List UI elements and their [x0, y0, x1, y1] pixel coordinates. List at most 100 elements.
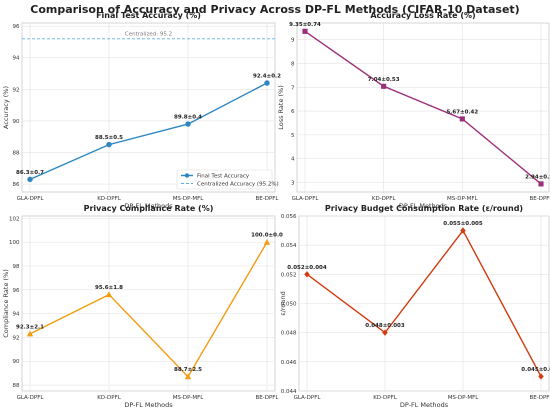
reference-line-label: Centralized: 95.2 [125, 31, 172, 37]
y-tick-label: 0.048 [281, 331, 297, 337]
x-tick-label: GLA-DPFL [292, 196, 320, 202]
data-point [26, 330, 34, 337]
panel-title: Privacy Budget Consumption Rate (ε/round… [325, 204, 523, 213]
y-tick-label: 94 [13, 312, 20, 318]
x-tick-label: KD-DPFL [372, 196, 397, 202]
data-point [538, 373, 544, 380]
x-tick-label: GLA-DPFL [294, 395, 322, 401]
data-label: 9.35±0.74 [289, 22, 321, 28]
data-label: 88.5±0.5 [95, 135, 123, 141]
y-tick-label: 88 [13, 151, 20, 157]
data-point [538, 181, 544, 187]
legend: Final Test Accuracy Centralized Accuracy … [176, 169, 279, 190]
y-tick-label: 0.050 [281, 302, 297, 308]
x-axis-label: DP-FL Methods [400, 401, 449, 409]
plot-area [21, 215, 276, 392]
y-tick-label: 94 [13, 56, 20, 62]
y-tick-label: 7 [291, 85, 295, 91]
y-tick-label: 96 [13, 288, 20, 294]
data-label: 2.94±0.21 [525, 174, 550, 180]
data-point [185, 121, 191, 127]
y-axis-label: ε/round [279, 291, 287, 316]
legend-box [176, 169, 273, 190]
data-label: 100.0±0.0 [251, 233, 283, 239]
y-tick-label: 102 [9, 216, 20, 222]
y-tick-label: 8 [291, 61, 295, 67]
y-tick-label: 100 [9, 240, 20, 246]
y-tick-label: 90 [13, 119, 20, 125]
x-tick-label: BE-DPFL [255, 395, 279, 401]
y-tick-label: 90 [13, 359, 20, 365]
x-tick-label: BE-DPFL [529, 196, 550, 202]
data-point [184, 373, 192, 380]
data-label: 88.7±2.5 [174, 367, 202, 373]
figure-title: Comparison of Accuracy and Privacy Acros… [30, 3, 520, 16]
data-label: 0.048±0.003 [365, 323, 405, 329]
y-tick-label: 0.054 [281, 243, 297, 249]
y-tick-label: 5 [291, 133, 295, 139]
x-axis-label: DP-FL Methods [124, 202, 173, 210]
y-tick-label: 96 [13, 24, 20, 30]
y-tick-label: 0.052 [281, 272, 297, 278]
data-label: 86.3±0.7 [16, 170, 44, 176]
series-line [306, 229, 542, 377]
data-point [460, 227, 466, 234]
data-point [264, 80, 270, 86]
plot-area [296, 22, 550, 193]
x-tick-label: GLA-DPFL [17, 196, 45, 202]
y-tick-label: 86 [13, 182, 20, 188]
panel-title: Privacy Compliance Rate (%) [84, 204, 214, 213]
data-label: 95.6±1.8 [95, 285, 123, 291]
y-tick-label: 6 [291, 109, 295, 115]
series-line [29, 82, 268, 181]
y-tick-label: 92 [13, 335, 20, 341]
x-tick-label: MS-DP-MFL [447, 196, 479, 202]
data-point [106, 141, 112, 148]
x-tick-label: KD-DPFL [97, 196, 122, 202]
y-tick-label: 98 [13, 264, 20, 270]
data-label: 92.3±2.1 [16, 324, 44, 330]
data-point [459, 116, 465, 122]
x-axis-label: DP-FL Methods [399, 202, 448, 210]
x-tick-label: MS-DP-MFL [448, 395, 480, 401]
y-axis-label: Accuracy (%) [2, 86, 10, 129]
legend-entry: Final Test Accuracy [197, 174, 250, 180]
chart-panel-1: 86 88 90 92 94 96 GLA-DPFL KD-DPFL MS-DP-MFL BE-D… [2, 11, 281, 210]
y-tick-label: 9 [291, 38, 295, 44]
y-tick-label: 88 [13, 383, 20, 389]
chart-panel-3: 88 90 92 94 96 98 100 102 GLA-DPFL KD-DPFL MS-DP-M… [2, 204, 283, 409]
series-line [304, 30, 542, 185]
y-tick-label: 0.046 [281, 360, 297, 366]
data-label: 89.8±0.4 [174, 115, 202, 121]
chart-panel-2: 3 4 5 6 7 8 9 GLA-DPFL KD-DPFL MS-DP-MFL BE-DPFL Ac… [277, 11, 550, 210]
legend-entry: Centralized Accuracy (95.2%) [197, 182, 279, 188]
series-line [29, 241, 268, 378]
data-point [382, 329, 388, 336]
data-point [27, 176, 33, 183]
data-label: 92.4±0.2 [253, 74, 281, 80]
data-point [381, 83, 387, 89]
data-label: 0.045±0.002 [521, 367, 550, 373]
data-label: 7.04±0.53 [368, 77, 400, 83]
panel-title: Accuracy Loss Rate (%) [370, 11, 475, 20]
y-tick-label: 3 [291, 180, 295, 186]
legend-swatch-marker [184, 173, 190, 178]
data-label: 0.055±0.005 [443, 221, 483, 227]
data-point [105, 291, 113, 298]
data-point [304, 271, 310, 278]
y-tick-label: 4 [291, 157, 295, 163]
data-label: 5.67±0.42 [446, 109, 478, 115]
y-axis-label: Compliance Rate (%) [2, 269, 10, 338]
x-tick-label: KD-DPFL [97, 395, 122, 401]
y-tick-label: 0.056 [281, 214, 297, 220]
x-axis-label: DP-FL Methods [124, 401, 173, 409]
x-tick-label: KD-DPFL [373, 395, 398, 401]
y-tick-label: 0.044 [281, 389, 297, 395]
y-tick-label: 92 [13, 87, 20, 93]
x-tick-label: GLA-DPFL [17, 395, 45, 401]
x-tick-label: MS-DP-MFL [173, 196, 205, 202]
chart-panel-4: 0.044 0.046 0.048 0.050 0.052 0.054 0.056 GLA-D… [279, 204, 550, 409]
x-tick-label: BE-DPFL [255, 196, 279, 202]
